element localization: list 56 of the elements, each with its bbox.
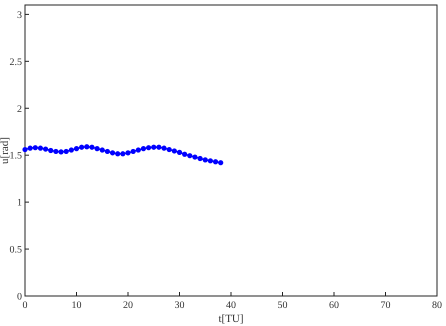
y-tick-label: 0 <box>17 292 22 302</box>
point <box>125 150 131 156</box>
x-tick-label: 70 <box>380 300 390 311</box>
point <box>176 150 182 155</box>
point <box>74 146 80 152</box>
point <box>198 156 203 162</box>
x-tick-label: 80 <box>432 300 442 311</box>
point <box>43 146 48 152</box>
point <box>115 151 120 156</box>
x-tick-label: 10 <box>72 300 82 311</box>
y-tick-label: 3 <box>17 10 22 21</box>
point <box>100 147 105 153</box>
point <box>218 160 224 166</box>
y-tick-label: 2 <box>17 104 22 115</box>
point <box>58 149 64 155</box>
point <box>48 148 54 154</box>
point <box>53 148 58 154</box>
x-tick-label: 20 <box>123 300 133 311</box>
point <box>68 147 74 153</box>
point <box>79 144 84 150</box>
point <box>28 146 33 151</box>
x-tick-label: 30 <box>174 300 184 311</box>
x-tick-label: 60 <box>329 300 339 311</box>
point <box>120 151 126 156</box>
point <box>38 146 44 151</box>
y-tick-label: 1 <box>17 198 22 209</box>
point <box>94 146 100 152</box>
point <box>140 146 146 152</box>
point <box>182 152 188 157</box>
point <box>104 148 110 154</box>
point <box>192 154 198 160</box>
y-tick-label: 2.5 <box>10 56 22 68</box>
point <box>110 150 116 156</box>
point <box>202 157 208 162</box>
point <box>136 147 141 153</box>
point <box>187 153 192 158</box>
y-axis-title: u[rad] <box>0 137 11 164</box>
point <box>151 144 156 150</box>
x-tick-label: 40 <box>226 300 236 311</box>
point <box>172 148 177 154</box>
y-tick-label: 1.5 <box>10 150 22 162</box>
x-axis-title: t[TU] <box>218 313 244 325</box>
point <box>22 146 28 152</box>
point <box>32 145 38 150</box>
point <box>166 146 172 152</box>
point <box>156 144 162 150</box>
point <box>212 159 218 164</box>
point <box>84 144 90 150</box>
point <box>208 158 213 164</box>
y-tick-label: 0.5 <box>10 244 22 256</box>
point <box>130 148 136 154</box>
point <box>146 145 152 150</box>
point <box>89 144 95 150</box>
x-tick-label: 50 <box>278 300 288 311</box>
point <box>161 146 167 151</box>
point <box>64 148 69 154</box>
